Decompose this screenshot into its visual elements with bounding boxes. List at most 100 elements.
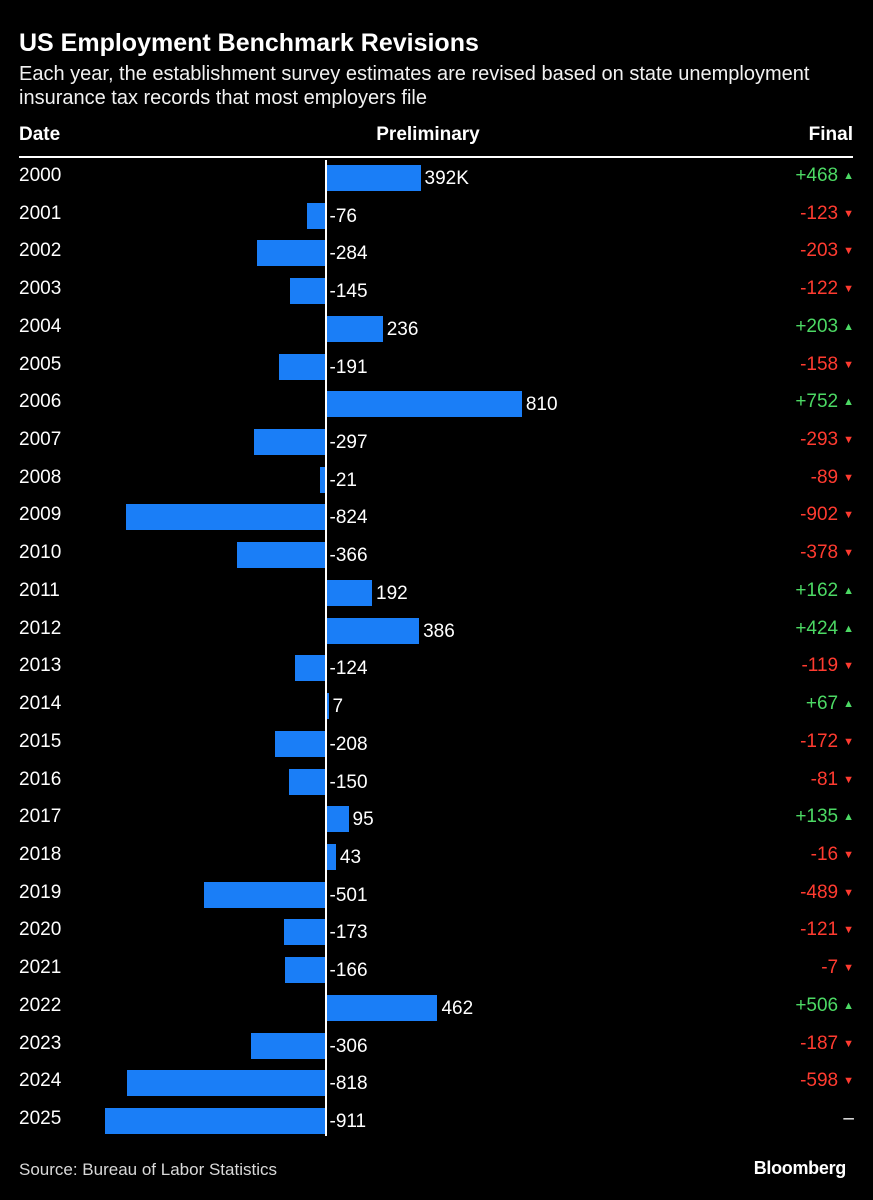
- preliminary-bar: [325, 843, 336, 870]
- final-value: -378 ▼: [800, 541, 854, 567]
- triangle-up-icon: ▲: [843, 396, 854, 409]
- final-value-text: -378: [800, 542, 839, 564]
- year-label: 2001: [19, 202, 62, 224]
- year-label: 2019: [19, 881, 62, 903]
- table-row: 2000 392K +468 ▲: [0, 158, 873, 196]
- preliminary-bar: [290, 278, 326, 305]
- triangle-down-icon: ▼: [843, 283, 854, 296]
- chart-title: US Employment Benchmark Revisions: [19, 29, 479, 57]
- preliminary-value-label: 236: [386, 318, 419, 340]
- preliminary-bar: [325, 315, 383, 342]
- preliminary-bar: [125, 504, 326, 531]
- table-row: 2024 -818 -598 ▼: [0, 1063, 873, 1101]
- final-value: +135 ▲: [795, 805, 854, 831]
- year-label: 2017: [19, 806, 62, 828]
- table-row: 2011 192 +162 ▲: [0, 573, 873, 611]
- preliminary-bar: [325, 579, 373, 606]
- triangle-up-icon: ▲: [843, 622, 854, 635]
- triangle-up-icon: ▲: [843, 999, 854, 1012]
- preliminary-value-label: -208: [329, 733, 368, 755]
- year-label: 2006: [19, 391, 62, 413]
- table-row: 2022 462 +506 ▲: [0, 988, 873, 1026]
- final-value-text: -119: [801, 655, 839, 677]
- final-value: +67 ▲: [806, 692, 854, 718]
- header-divider: [19, 156, 853, 158]
- preliminary-bar: [253, 429, 326, 456]
- preliminary-value-label: -173: [329, 922, 368, 944]
- bloomberg-logo: Bloomberg: [753, 1158, 847, 1178]
- triangle-down-icon: ▼: [843, 207, 854, 220]
- triangle-down-icon: ▼: [843, 1075, 854, 1088]
- preliminary-bar: [325, 165, 421, 191]
- table-row: 2003 -145 -122 ▼: [0, 271, 873, 309]
- year-label: 2003: [19, 278, 62, 300]
- final-value-text: -89: [810, 466, 839, 488]
- triangle-down-icon: ▼: [843, 773, 854, 786]
- final-value: -203 ▼: [800, 239, 854, 265]
- triangle-down-icon: ▼: [843, 886, 854, 899]
- triangle-down-icon: ▼: [843, 509, 854, 522]
- year-label: 2023: [19, 1032, 62, 1054]
- final-value-text: -187: [800, 1032, 839, 1054]
- preliminary-bar: [256, 240, 326, 267]
- triangle-down-icon: ▼: [843, 735, 854, 748]
- table-row: 2020 -173 -121 ▼: [0, 912, 873, 950]
- preliminary-bar: [279, 353, 326, 380]
- preliminary-value-label: -306: [329, 1035, 368, 1057]
- preliminary-value-label: -911: [329, 1111, 367, 1132]
- final-value: -89 ▼: [811, 466, 854, 492]
- preliminary-bar: [295, 655, 326, 682]
- final-value: -489 ▼: [800, 881, 854, 907]
- triangle-down-icon: ▼: [843, 547, 854, 560]
- final-value-text: +203: [795, 315, 839, 337]
- final-value-text: -81: [810, 768, 839, 790]
- final-value-text: +135: [795, 806, 839, 828]
- year-label: 2013: [19, 655, 62, 677]
- final-value-text: +424: [795, 617, 839, 639]
- final-value: +506 ▲: [795, 994, 854, 1020]
- final-value: -121 ▼: [800, 918, 854, 944]
- final-value-text: +506: [795, 994, 839, 1016]
- final-value: –: [843, 1107, 854, 1131]
- final-value: -81 ▼: [811, 768, 854, 794]
- year-label: 2021: [19, 957, 62, 979]
- final-value-text: +162: [795, 579, 839, 601]
- triangle-up-icon: ▲: [843, 698, 854, 711]
- triangle-down-icon: ▼: [843, 660, 854, 673]
- triangle-up-icon: ▲: [843, 584, 854, 597]
- preliminary-bar: [325, 391, 522, 418]
- final-value: -293 ▼: [800, 428, 854, 454]
- preliminary-value-label: 192: [376, 582, 408, 604]
- preliminary-value-label: 95: [352, 809, 374, 831]
- year-label: 2005: [19, 353, 62, 375]
- final-value-text: +67: [805, 693, 839, 715]
- preliminary-bar: [325, 617, 420, 644]
- preliminary-value-label: -124: [329, 658, 368, 680]
- preliminary-bar: [127, 1070, 326, 1097]
- table-row: 2023 -306 -187 ▼: [0, 1026, 873, 1064]
- year-label: 2011: [19, 579, 60, 601]
- triangle-up-icon: ▲: [843, 320, 854, 333]
- final-value-text: -121: [800, 919, 839, 941]
- final-value-text: -203: [800, 240, 839, 262]
- table-row: 2013 -124 -119 ▼: [0, 648, 873, 686]
- table-row: 2015 -208 -172 ▼: [0, 724, 873, 762]
- preliminary-bar: [204, 881, 326, 908]
- table-row: 2009 -824 -902 ▼: [0, 497, 873, 535]
- year-label: 2007: [19, 429, 62, 451]
- final-value-text: -293: [800, 429, 839, 451]
- final-value-text: -489: [800, 881, 839, 903]
- preliminary-value-label: 462: [441, 997, 474, 1019]
- preliminary-value-label: -145: [329, 281, 368, 303]
- final-value-text: -123: [800, 202, 839, 224]
- preliminary-bar: [320, 466, 326, 493]
- preliminary-value-label: 392K: [424, 168, 469, 189]
- preliminary-value-label: -818: [329, 1073, 368, 1095]
- table-row: 2025 -911 –: [0, 1101, 873, 1139]
- year-label: 2012: [19, 617, 62, 639]
- triangle-down-icon: ▼: [843, 962, 854, 975]
- preliminary-bar: [251, 1032, 326, 1059]
- year-label: 2016: [19, 768, 62, 790]
- preliminary-bar: [325, 994, 438, 1021]
- year-label: 2010: [19, 542, 62, 564]
